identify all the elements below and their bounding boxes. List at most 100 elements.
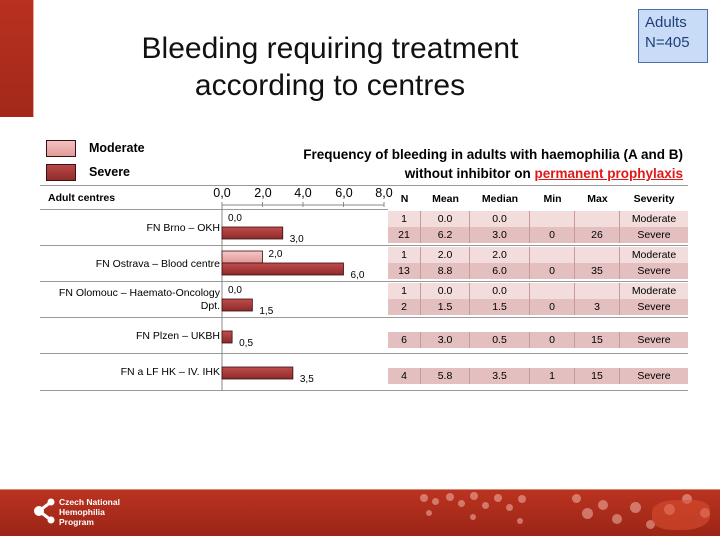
header-rule bbox=[40, 209, 388, 210]
cell-min: 0 bbox=[530, 299, 575, 315]
cell-severity: Moderate bbox=[631, 249, 677, 261]
cell-min bbox=[530, 211, 575, 227]
table-row: 6 3.0 0.5 0 15 Severe bbox=[388, 332, 688, 348]
group-rule bbox=[40, 353, 688, 354]
cell-max: 3 bbox=[575, 299, 620, 315]
cell-max: 15 bbox=[575, 368, 620, 384]
cell-median: 1.5 bbox=[470, 299, 530, 315]
decorative-dot bbox=[494, 494, 502, 502]
footer-line-3: Program bbox=[59, 517, 94, 527]
x-tick-label: 2,0 bbox=[254, 186, 272, 200]
data-label-severe: 0,5 bbox=[239, 338, 253, 349]
data-label-moderate: 0,0 bbox=[228, 285, 242, 296]
group-rule bbox=[40, 245, 688, 246]
cell-min: 0 bbox=[530, 227, 575, 243]
centres-header: Adult centres bbox=[48, 192, 116, 204]
cell-median: 0.0 bbox=[470, 211, 530, 227]
slide-title: Bleeding requiring treatment according t… bbox=[60, 30, 600, 104]
data-label-moderate: 2,0 bbox=[269, 249, 283, 260]
bar-severe bbox=[221, 298, 253, 312]
legend-label-severe: Severe bbox=[89, 165, 131, 179]
cell-median: 0.0 bbox=[470, 283, 530, 299]
cell-severity: Moderate bbox=[631, 285, 677, 297]
cell-n: 1 bbox=[388, 247, 421, 263]
decorative-dot bbox=[646, 520, 655, 529]
decorative-dot bbox=[682, 494, 692, 504]
cell-severity: Severe bbox=[637, 265, 671, 277]
program-logo-icon bbox=[34, 498, 55, 524]
decorative-dot bbox=[420, 494, 428, 502]
decorative-dot bbox=[506, 504, 513, 511]
decorative-dot bbox=[458, 500, 465, 507]
x-tick-label: 0,0 bbox=[213, 186, 231, 200]
cell-min: 0 bbox=[530, 263, 575, 279]
data-label-severe: 6,0 bbox=[351, 270, 365, 281]
data-label-moderate: 0,0 bbox=[228, 213, 242, 224]
x-tick-label: 4,0 bbox=[294, 186, 312, 200]
group-rule bbox=[40, 317, 688, 318]
legend-swatch-severe bbox=[46, 163, 76, 181]
decorative-dot bbox=[518, 495, 526, 503]
group-rule bbox=[40, 390, 688, 391]
cell-min: 0 bbox=[530, 332, 575, 348]
cell-median: 6.0 bbox=[470, 263, 530, 279]
decorative-dot bbox=[630, 502, 641, 513]
population-badge: Adults N=405 bbox=[638, 9, 708, 63]
table-row: 21 6.2 3.0 0 26 Severe bbox=[388, 227, 688, 243]
cell-n: 1 bbox=[388, 211, 421, 227]
legend-item-moderate: Moderate bbox=[46, 138, 145, 158]
cell-min bbox=[530, 283, 575, 299]
cell-mean: 0.0 bbox=[421, 283, 470, 299]
cell-severity: Severe bbox=[637, 370, 671, 382]
subtitle-highlight: permanent prophylaxis bbox=[534, 166, 683, 181]
centre-label-line: Dpt. bbox=[200, 300, 220, 312]
cell-max: 15 bbox=[575, 332, 620, 348]
cell-mean: 0.0 bbox=[421, 211, 470, 227]
col-header-median: Median bbox=[481, 193, 519, 205]
cell-min bbox=[530, 247, 575, 263]
side-accent-bar bbox=[0, 0, 34, 117]
centre-label: FN Olomouc – Haemato-Oncology Dpt. bbox=[59, 287, 220, 313]
cell-mean: 8.8 bbox=[421, 263, 470, 279]
centre-label-line: FN Olomouc – Haemato-Oncology bbox=[58, 287, 220, 299]
bar-severe bbox=[221, 226, 284, 240]
col-header-severity: Severity bbox=[633, 193, 675, 205]
cell-mean: 1.5 bbox=[421, 299, 470, 315]
cell-max bbox=[575, 247, 620, 263]
cell-median: 3.5 bbox=[470, 368, 530, 384]
cell-severity: Severe bbox=[637, 334, 671, 346]
cell-mean: 5.8 bbox=[421, 368, 470, 384]
cell-median: 2.0 bbox=[470, 247, 530, 263]
table-row: 1 2.0 2.0 Moderate bbox=[388, 247, 688, 263]
centre-label: FN Plzen – UKBH bbox=[135, 330, 220, 342]
x-tick-label: 8,0 bbox=[375, 186, 393, 200]
cell-n: 2 bbox=[388, 299, 421, 315]
x-tick-label: 6,0 bbox=[335, 186, 353, 200]
decorative-dot bbox=[446, 493, 454, 501]
legend-swatch-moderate bbox=[46, 139, 76, 157]
table-row: 1 0.0 0.0 Moderate bbox=[388, 283, 688, 299]
chart-subtitle: Frequency of bleeding in adults with hae… bbox=[303, 145, 683, 183]
cell-median: 0.5 bbox=[470, 332, 530, 348]
cell-severity: Severe bbox=[637, 301, 671, 313]
badge-line-2: N=405 bbox=[645, 34, 690, 51]
footer-line-1: Czech National bbox=[59, 497, 120, 507]
table-row: 13 8.8 6.0 0 35 Severe bbox=[388, 263, 688, 279]
group-rule bbox=[40, 281, 688, 282]
col-header-min: Min bbox=[543, 193, 562, 205]
cell-mean: 2.0 bbox=[421, 247, 470, 263]
footer-program-name: Czech National Hemophilia Program bbox=[59, 497, 120, 527]
decorative-dot bbox=[432, 498, 439, 505]
cell-max: 26 bbox=[575, 227, 620, 243]
decorative-dot bbox=[426, 510, 432, 516]
cell-n: 13 bbox=[388, 263, 421, 279]
decorative-dot bbox=[612, 514, 622, 524]
cell-severity: Severe bbox=[637, 229, 671, 241]
table-row: 1 0.0 0.0 Moderate bbox=[388, 211, 688, 227]
subtitle-prefix: without inhibitor on bbox=[404, 166, 535, 181]
cell-max bbox=[575, 283, 620, 299]
col-header-n: N bbox=[400, 193, 409, 205]
badge-line-1: Adults bbox=[645, 14, 687, 31]
cell-mean: 6.2 bbox=[421, 227, 470, 243]
footer-line-2: Hemophilia bbox=[59, 507, 105, 517]
